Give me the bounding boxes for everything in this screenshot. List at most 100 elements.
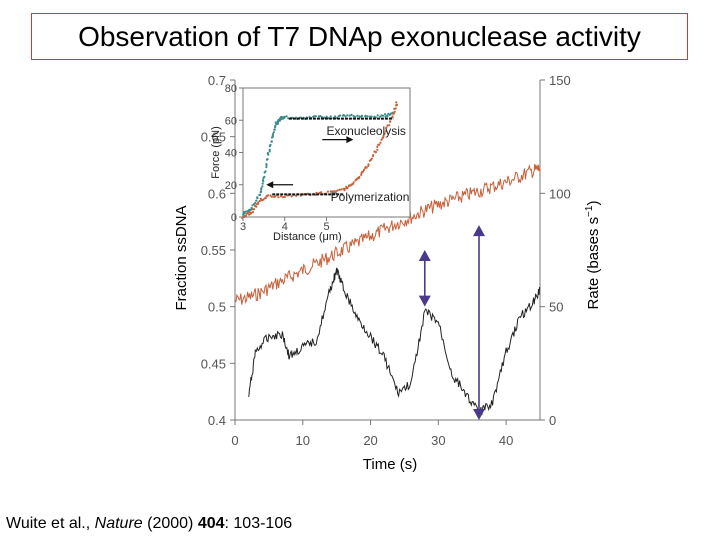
inset-pol-point <box>391 115 394 118</box>
inset-exo-point <box>339 114 342 117</box>
inset-exo-point <box>270 140 273 143</box>
x-tick-label: 40 <box>499 433 513 448</box>
inset-exo-point <box>386 114 389 117</box>
inset-exo-point <box>381 114 385 117</box>
inset-exo-point <box>342 114 345 117</box>
rate-line <box>248 267 541 417</box>
inset-exo-point <box>280 115 283 119</box>
inset-exo-point <box>274 121 277 124</box>
inset-pol-point <box>362 168 366 171</box>
inset-pol-point <box>374 151 377 154</box>
inset-pol-point <box>346 186 349 190</box>
inset-pol-point <box>361 170 365 173</box>
x-tick-label: 30 <box>431 433 445 448</box>
inset-exo-point <box>243 212 246 215</box>
inset-pol-point <box>246 212 249 215</box>
inset-exo-point <box>274 125 277 128</box>
inset-pol-point <box>370 157 373 160</box>
inset-pol-point <box>395 103 398 106</box>
y-tick-label: 0.65 <box>201 130 226 145</box>
citation-authors: Wuite et al., <box>6 515 95 532</box>
pol-label: Polymerization <box>331 190 410 204</box>
inset-pol-point <box>290 195 293 198</box>
inset-pol-point <box>335 190 338 193</box>
inset-exo-point <box>244 210 247 213</box>
citation-year: (2000) <box>142 515 198 532</box>
inset-pol-point <box>258 199 261 203</box>
inset-exo-point <box>266 152 269 155</box>
y-tick-label: 0.5 <box>208 300 226 315</box>
inset-pol-point <box>388 124 391 127</box>
inset-exo-point <box>269 143 272 146</box>
inset-pol-point <box>257 201 260 204</box>
inset-exo-point <box>266 158 269 161</box>
inset-exo-point <box>344 115 347 118</box>
inset-exo-point <box>379 115 382 118</box>
inset-exo-point <box>354 115 357 118</box>
inset-pol-point <box>392 112 395 115</box>
y2-tick-label: 0 <box>549 413 556 428</box>
inset-pol-point <box>365 166 368 169</box>
inset-exo-point <box>263 175 266 178</box>
y2-axis-label: Rate (bases s−1) <box>584 201 602 310</box>
citation: Wuite et al., Nature (2000) 404: 103-106 <box>6 515 292 533</box>
inset-pol-point <box>352 181 355 184</box>
inset-exo-point <box>272 132 275 136</box>
exo-label: Exonucleolysis <box>327 124 406 138</box>
inset-pol-point <box>320 191 323 194</box>
inset-pol-point <box>379 141 382 144</box>
inset-exo-point <box>242 213 245 216</box>
inset-y-tick-label: 40 <box>225 148 237 160</box>
inset-exo-point <box>254 201 257 204</box>
inset-pol-point <box>382 134 385 137</box>
inset-exo-point <box>348 114 351 117</box>
inset-pol-point <box>250 211 253 214</box>
inset-exo-point <box>329 115 332 118</box>
inset-exo-point <box>366 115 369 118</box>
inset-pol-point <box>277 196 280 199</box>
inset-exo-point <box>273 128 276 131</box>
inset-exo-point <box>259 190 263 193</box>
inset-exo-point <box>314 115 317 118</box>
citation-volume: 404 <box>197 515 225 532</box>
slide-title: Observation of T7 DNAp exonuclease activ… <box>31 13 688 60</box>
inset-y-tick-label: 80 <box>225 83 237 95</box>
arrow-head-down <box>418 295 431 307</box>
y-tick-label: 0.45 <box>201 356 226 371</box>
inset-exo-point <box>261 182 264 185</box>
inset-exo-point <box>319 115 322 118</box>
inset-exo-point <box>264 170 267 173</box>
inset-pol-point <box>330 190 334 193</box>
inset-exo-point <box>325 115 328 118</box>
inset-exo-point <box>265 163 268 166</box>
inset-pol-point <box>367 163 370 166</box>
main-ticks: 0 10 20 30 400.40.450.50.550.60.650.70501001… <box>201 73 571 448</box>
inset-pol-point <box>358 175 361 179</box>
y2-tick-label: 100 <box>549 186 571 201</box>
y-tick-label: 0.7 <box>208 73 226 88</box>
arrow-head-up <box>473 225 485 237</box>
y-tick-label: 0.4 <box>208 413 226 428</box>
y-tick-label: 0.6 <box>208 186 226 201</box>
inset-pol-point <box>264 197 267 200</box>
main-series <box>234 163 541 417</box>
inset-y-tick-label: 60 <box>225 115 237 127</box>
citation-journal: Nature <box>94 515 143 532</box>
inset-pol-point <box>244 214 247 217</box>
inset-exo-point <box>278 119 281 122</box>
y-axis-label: Fraction ssDNA <box>173 205 190 310</box>
inset-pol-point <box>338 188 341 191</box>
inset-exo-point <box>255 199 258 202</box>
inset-pol-point <box>360 173 363 176</box>
x-tick-label: 10 <box>296 433 310 448</box>
inset-x-tick-label: 3 <box>240 221 246 233</box>
inset-pol-point <box>395 101 398 104</box>
inset-pol-point <box>333 190 336 193</box>
inset-exo-point <box>272 131 275 134</box>
arrow-head-up <box>418 250 431 261</box>
inset-exo-point <box>384 115 387 118</box>
inset-pol-point <box>280 195 283 198</box>
inset-exo-point <box>368 115 372 118</box>
inset-pol-point <box>315 191 318 194</box>
inset-exo-point <box>383 113 387 116</box>
